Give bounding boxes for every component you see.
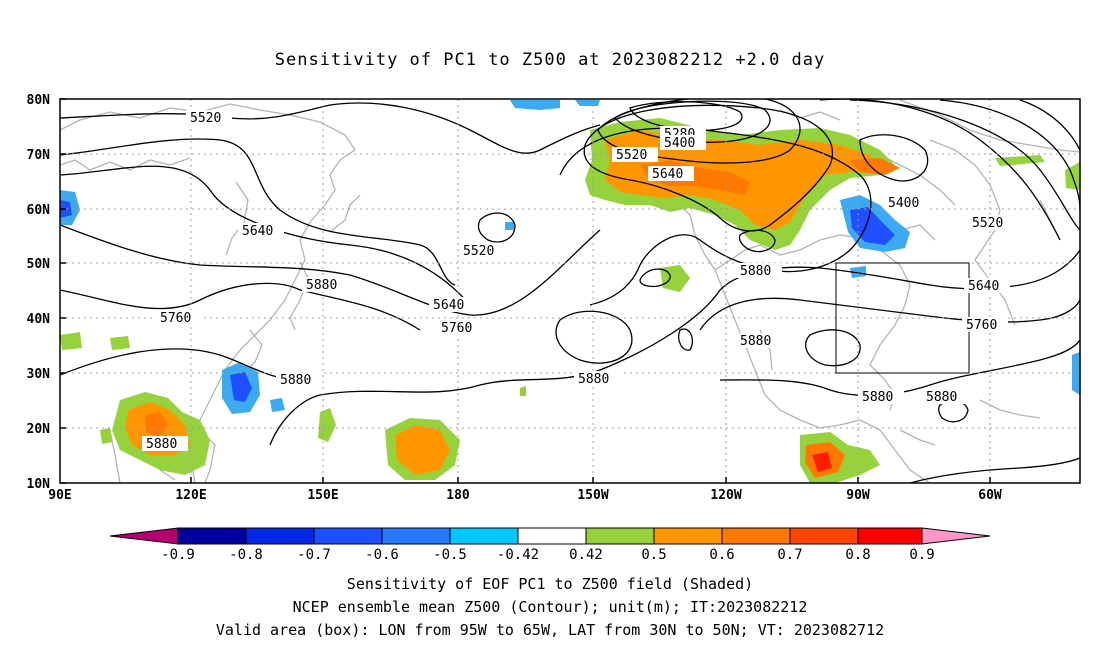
colorbar-label: 0.5 <box>641 547 666 563</box>
lat-label: 80N <box>27 93 51 108</box>
svg-text:5640: 5640 <box>652 167 683 182</box>
caption-contour: NCEP ensemble mean Z500 (Contour); unit(… <box>292 598 808 616</box>
contour-label: 5520 <box>459 243 505 259</box>
contour-label: 5760 <box>437 320 483 336</box>
axis-ticks <box>60 98 991 484</box>
lat-label: 70N <box>27 148 51 163</box>
lon-label: 90E <box>48 488 71 503</box>
caption-shading: Sensitivity of EOF PC1 to Z500 field (Sh… <box>346 575 754 593</box>
svg-text:5520: 5520 <box>190 111 221 126</box>
colorbar-label: 0.8 <box>845 547 870 563</box>
lat-label: 40N <box>27 312 51 327</box>
colorbar-swatch <box>449 527 519 545</box>
contour-label: 5640 <box>964 278 1010 294</box>
contour-label: 5640 <box>238 223 284 239</box>
colorbar-swatch <box>517 527 587 545</box>
latitude-labels: 80N 70N 60N 50N 40N 30N 20N 10N <box>27 93 51 492</box>
colorbar-swatch <box>245 527 315 545</box>
colorbar-label: -0.8 <box>229 547 263 563</box>
contour-label: 5760 <box>962 317 1008 333</box>
colorbar-label: -0.9 <box>161 547 195 563</box>
svg-text:5640: 5640 <box>968 279 999 294</box>
caption-valid-area: Valid area (box): LON from 95W to 65W, L… <box>215 621 885 639</box>
lon-label: 150E <box>307 488 338 503</box>
svg-text:5880: 5880 <box>578 372 609 387</box>
svg-text:5400: 5400 <box>888 196 919 211</box>
svg-text:5880: 5880 <box>740 334 771 349</box>
svg-text:5760: 5760 <box>966 318 997 333</box>
svg-text:5520: 5520 <box>616 148 647 163</box>
colorbar-min-triangle <box>109 527 179 545</box>
contour-label: 5640 <box>648 166 694 182</box>
colorbar-swatch <box>721 527 791 545</box>
contour-label: 5520 <box>186 110 232 126</box>
lon-label: 180 <box>446 488 470 503</box>
lon-label: 90W <box>846 488 870 503</box>
svg-text:5520: 5520 <box>972 216 1003 231</box>
svg-text:5640: 5640 <box>433 298 464 313</box>
colorbar-label: -0.7 <box>297 547 331 563</box>
contour-labels: 5520 5640 5760 5880 5520 5640 5880 5280 … <box>142 110 1014 452</box>
lon-label: 60W <box>978 488 1002 503</box>
svg-text:5760: 5760 <box>441 321 472 336</box>
svg-text:5880: 5880 <box>862 390 893 405</box>
colorbar-swatch <box>857 527 923 545</box>
colorbar-label: 0.7 <box>777 547 802 563</box>
lat-label: 60N <box>27 203 51 218</box>
colorbar-swatch <box>789 527 859 545</box>
colorbar-label: 0.6 <box>709 547 734 563</box>
svg-text:5880: 5880 <box>146 437 177 452</box>
contour-label: 5880 <box>276 372 322 388</box>
contour-label: 5640 <box>429 297 475 313</box>
lon-label: 120W <box>710 488 741 503</box>
contour-label: 5760 <box>156 310 202 326</box>
svg-text:5880: 5880 <box>306 278 337 293</box>
lat-label: 30N <box>27 367 51 382</box>
colorbar-label: -0.42 <box>497 547 539 563</box>
colorbar-labels: -0.9 -0.8 -0.7 -0.6 -0.5 -0.42 0.42 0.5 … <box>161 547 935 563</box>
contour-label: 5880 <box>858 389 904 405</box>
colorbar-max-triangle <box>921 527 991 545</box>
lon-label: 120E <box>175 488 206 503</box>
colorbar-label: 0.42 <box>569 547 603 563</box>
contour-label: 5400 <box>660 135 706 151</box>
contour-label: 5520 <box>612 147 658 163</box>
contour-label: 5880 <box>574 371 620 387</box>
lat-label: 10N <box>27 477 51 492</box>
svg-text:5520: 5520 <box>463 244 494 259</box>
svg-text:5880: 5880 <box>280 373 311 388</box>
svg-text:5760: 5760 <box>160 311 191 326</box>
svg-text:5880: 5880 <box>740 264 771 279</box>
lat-label: 20N <box>27 422 51 437</box>
colorbar-swatch <box>177 527 247 545</box>
lat-label: 50N <box>27 257 51 272</box>
svg-text:5640: 5640 <box>242 224 273 239</box>
colorbar <box>109 527 991 545</box>
contour-label: 5880 <box>736 333 782 349</box>
z500-contours <box>60 99 1080 483</box>
colorbar-swatch <box>653 527 723 545</box>
chart-title: Sensitivity of PC1 to Z500 at 2023082212… <box>274 50 826 70</box>
contour-label: 5520 <box>968 215 1014 231</box>
colorbar-swatch <box>313 527 383 545</box>
contour-label: 5880 <box>142 436 188 452</box>
plot-frame <box>59 98 1081 484</box>
colorbar-label: -0.6 <box>365 547 399 563</box>
svg-text:5880: 5880 <box>926 390 957 405</box>
colorbar-label: 0.9 <box>909 547 934 563</box>
contour-label: 5400 <box>884 195 930 211</box>
colorbar-label: -0.5 <box>433 547 467 563</box>
lon-label: 150W <box>577 488 608 503</box>
contour-label: 5880 <box>922 389 968 405</box>
colorbar-swatch <box>585 527 655 545</box>
svg-text:5400: 5400 <box>664 136 695 151</box>
contour-label: 5880 <box>736 263 782 279</box>
longitude-labels: 90E 120E 150E 180 150W 120W 90W 60W <box>48 488 1002 503</box>
contour-label: 5880 <box>302 277 348 293</box>
colorbar-swatch <box>381 527 451 545</box>
